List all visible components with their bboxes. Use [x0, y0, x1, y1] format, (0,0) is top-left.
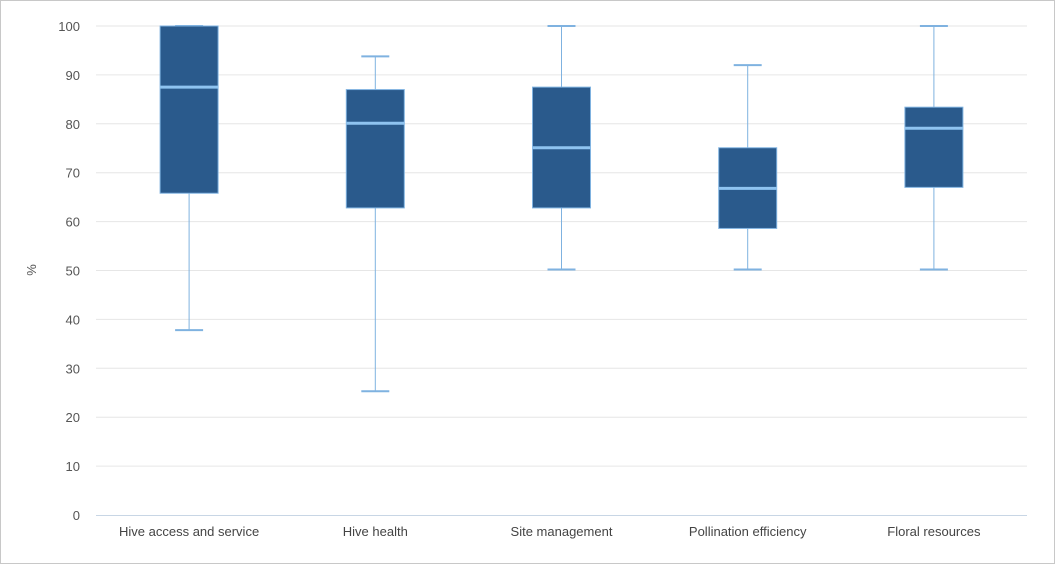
- box-plot-item: [159, 25, 219, 332]
- iqr-box: [345, 89, 405, 209]
- y-tick-label: 0: [73, 508, 80, 523]
- y-tick-label: 90: [66, 68, 80, 83]
- y-tick-label: 30: [66, 361, 80, 376]
- iqr-box: [159, 25, 219, 194]
- y-tick-label: 80: [66, 117, 80, 132]
- y-tick-label: 20: [66, 410, 80, 425]
- y-tick-label: 70: [66, 166, 80, 181]
- y-tick-label: 100: [58, 19, 80, 34]
- y-axis-label: %: [24, 264, 39, 276]
- y-tick-label: 60: [66, 215, 80, 230]
- x-category-label: Pollination efficiency: [689, 524, 807, 539]
- x-category-label: Hive access and service: [119, 524, 259, 539]
- y-tick-label: 50: [66, 264, 80, 279]
- y-tick-label: 40: [66, 312, 80, 327]
- x-axis-categories: Hive access and service Hive health Site m…: [119, 524, 981, 539]
- x-category-label: Site management: [511, 524, 613, 539]
- boxes: [159, 25, 964, 393]
- x-category-label: Hive health: [343, 524, 408, 539]
- y-axis-ticks: 0 10 20 30 40 50 60 70 80 90 100: [58, 19, 80, 523]
- y-tick-label: 10: [66, 459, 80, 474]
- x-category-label: Floral resources: [887, 524, 981, 539]
- box-plot-item: [904, 25, 964, 271]
- box-plot-item: [718, 64, 778, 271]
- box-plot-item: [532, 25, 591, 271]
- iqr-box: [904, 106, 964, 188]
- box-plot-item: [345, 55, 405, 393]
